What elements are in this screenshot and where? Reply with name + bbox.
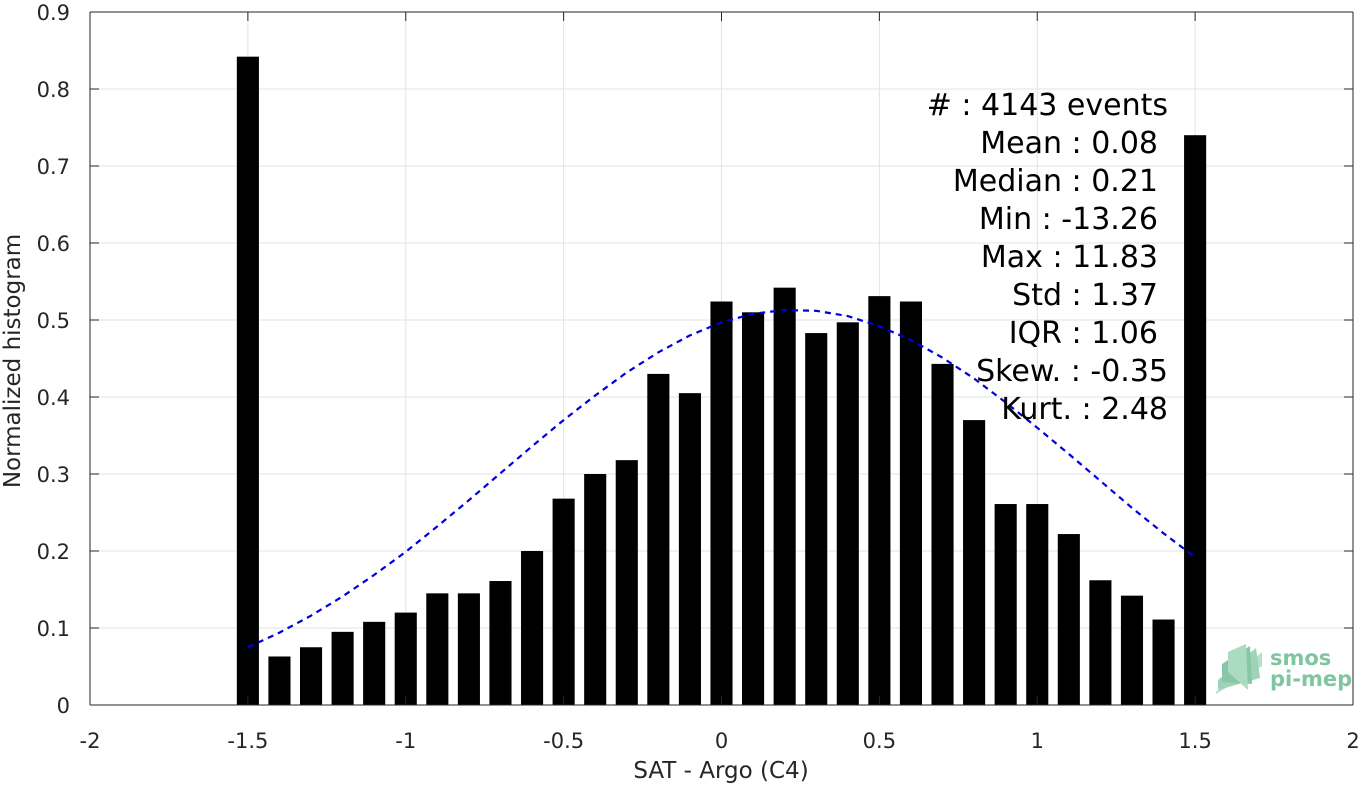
x-tick-label: 2 (1346, 729, 1359, 753)
bar (520, 551, 544, 705)
y-tick-label: 0.9 (37, 1, 70, 25)
x-tick-label: -1.5 (227, 729, 268, 753)
y-tick-label: 0.7 (37, 155, 70, 179)
bar (457, 593, 480, 705)
y-tick-label: 0.6 (37, 232, 70, 256)
y-tick-label: 0.8 (37, 78, 70, 102)
bar (331, 631, 354, 705)
stats-annotation: # : 4143 events Mean : 0.08 Median : 0.2… (927, 88, 1168, 427)
y-tick-label: 0.4 (37, 386, 70, 410)
y-axis-label: Normalized histogram (0, 234, 26, 488)
bar (394, 612, 417, 705)
smos-pi-mep-logo: smos pi-mep (1216, 644, 1352, 694)
x-tick-label: -1 (395, 729, 416, 753)
y-tick-label: 0.1 (37, 617, 70, 641)
bars (236, 56, 1207, 706)
bar (1089, 580, 1112, 705)
bar (678, 393, 701, 705)
bar (1026, 504, 1049, 705)
y-tick-label: 0.2 (37, 540, 70, 564)
stat-max: Max : 11.83 (981, 240, 1158, 275)
bar (868, 296, 891, 705)
x-axis-label: SAT - Argo (C4) (633, 758, 808, 784)
bar (584, 474, 607, 705)
logo-text-pi-mep: pi-mep (1270, 667, 1352, 691)
stat-events: # : 4143 events (927, 88, 1168, 123)
bar (899, 301, 923, 705)
fit-curve (247, 308, 1196, 649)
bar (615, 460, 638, 705)
x-tick-label: -0.5 (543, 729, 584, 753)
stat-kurt: Kurt. : 2.48 (1001, 392, 1168, 427)
bar (773, 287, 796, 705)
y-tick-label: 0 (57, 694, 70, 718)
bar (268, 656, 291, 705)
bar (299, 647, 323, 705)
stat-skew: Skew. : -0.35 (976, 354, 1168, 389)
bar (710, 301, 733, 705)
bar (931, 363, 954, 705)
bar (1057, 534, 1080, 705)
bar (1120, 595, 1144, 705)
wave-icon (1216, 644, 1262, 694)
bar (647, 373, 670, 705)
bar (1184, 135, 1207, 705)
bar (994, 504, 1017, 705)
stat-iqr: IQR : 1.06 (1009, 316, 1158, 351)
stat-std: Std : 1.37 (1012, 278, 1158, 313)
bar (426, 593, 449, 705)
x-tick-label: 0 (715, 729, 728, 753)
axes (89, 11, 1354, 706)
y-tick-label: 0.5 (37, 309, 70, 333)
stat-min: Min : -13.26 (979, 202, 1158, 237)
bar (805, 333, 828, 705)
fit-curve-group (247, 308, 1196, 649)
stat-median: Median : 0.21 (953, 164, 1158, 199)
tick-labels: -2 -1.5 -1 -0.5 0 0.5 1 1.5 2 0 0.1 0.2 0.3 0.4 0.5 0.6… (37, 1, 1360, 753)
bar (1152, 619, 1175, 705)
bar (363, 621, 386, 705)
bar (489, 581, 512, 705)
x-tick-label: -2 (80, 729, 101, 753)
bar (742, 312, 765, 705)
bar (836, 322, 859, 705)
x-tick-label: 0.5 (863, 729, 896, 753)
bar (963, 420, 986, 705)
stat-mean: Mean : 0.08 (980, 126, 1158, 161)
x-tick-label: 1 (1031, 729, 1044, 753)
bar (236, 56, 259, 706)
x-tick-label: 1.5 (1178, 729, 1211, 753)
bar (552, 498, 575, 705)
y-tick-label: 0.3 (37, 463, 70, 487)
logo-text-smos: smos (1270, 646, 1331, 670)
